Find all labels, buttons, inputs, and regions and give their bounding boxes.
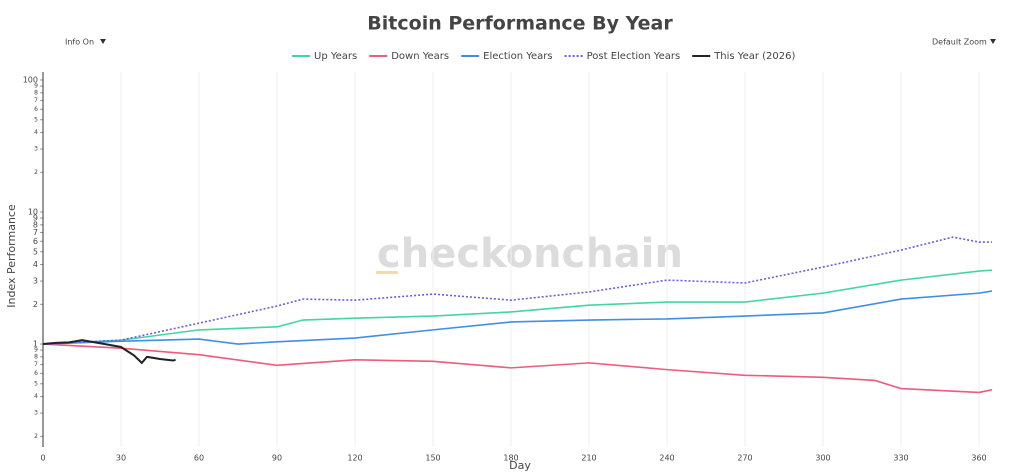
y-tick-label: 2 — [34, 169, 38, 176]
y-tick-label: 6 — [34, 106, 38, 113]
y-tick-label: 4 — [34, 129, 38, 136]
y-tick-label: 10 — [28, 208, 38, 217]
y-tick-label: 7 — [33, 228, 38, 237]
zoom-select[interactable]: Default Zoom — [932, 38, 987, 47]
x-tick-label: 180 — [503, 454, 518, 463]
y-tick-label: 4 — [33, 260, 38, 269]
series-line — [42, 343, 993, 394]
y-tick-label: 5 — [33, 247, 38, 256]
plot — [42, 236, 993, 394]
watermark-bar — [376, 271, 398, 274]
y-tick-label: 8 — [34, 353, 38, 360]
y-tick-label: 9 — [34, 83, 38, 90]
series-line — [42, 236, 992, 345]
x-tick-label: 360 — [971, 454, 986, 463]
info-toggle[interactable]: Info On — [65, 38, 94, 47]
x-tick-label: 150 — [425, 454, 440, 463]
y-tick-label: 9 — [34, 347, 38, 354]
y-tick-label: 5 — [34, 116, 38, 123]
y-tick-label: 8 — [33, 220, 38, 229]
y-tick-label: 1 — [33, 340, 38, 349]
series-line — [42, 290, 993, 345]
y-tick-label: 8 — [34, 89, 38, 96]
y-tick-label: 3 — [33, 277, 38, 286]
x-tick-label: 210 — [581, 454, 596, 463]
series-line — [42, 339, 176, 365]
y-tick-label: 100 — [23, 76, 38, 85]
legend-label: This Year (2026) — [713, 51, 795, 62]
x-tick-label: 330 — [893, 454, 908, 463]
x-tick-label: 270 — [737, 454, 752, 463]
chart-title: Bitcoin Performance By Year — [367, 13, 673, 35]
y-tick-label: 2 — [34, 433, 38, 440]
y-tick-label: 2 — [33, 300, 38, 309]
grid: 0 30 60 90 120 150 180 210 240 270 300 330 360234567… — [23, 72, 987, 463]
watermark: checkonchain — [377, 231, 683, 277]
x-tick-label: 120 — [347, 454, 362, 463]
y-tick-label: 3 — [34, 410, 38, 417]
y-tick-label: 4 — [34, 393, 38, 400]
legend: Up Years Down Years Election Years Post Ele… — [292, 51, 796, 62]
series-line — [42, 269, 993, 345]
x-tick-label: 60 — [194, 454, 204, 463]
y-tick-label: 7 — [34, 361, 38, 368]
legend-label: Up Years — [314, 51, 357, 62]
x-tick-label: 90 — [272, 454, 282, 463]
y-tick-label: 5 — [34, 380, 38, 387]
dropdown-arrow[interactable] — [100, 39, 106, 44]
y-tick-label: 7 — [34, 97, 38, 104]
x-tick-label: 240 — [659, 454, 674, 463]
y-tick-label: 9 — [33, 214, 38, 223]
legend-label: Down Years — [391, 51, 449, 62]
y-tick-label: 6 — [33, 237, 38, 246]
x-tick-label: 300 — [815, 454, 830, 463]
legend-label: Post Election Years — [587, 51, 681, 62]
x-tick-label: 30 — [116, 454, 126, 463]
y-tick-label: 6 — [34, 370, 38, 377]
dropdown-arrow[interactable] — [990, 39, 996, 44]
y-tick-label: 3 — [34, 146, 38, 153]
x-axis-label: Day — [509, 459, 531, 472]
legend-label: Election Years — [483, 51, 552, 62]
x-tick-label: 0 — [40, 454, 45, 463]
y-axis-label: Index Performance — [5, 204, 18, 308]
